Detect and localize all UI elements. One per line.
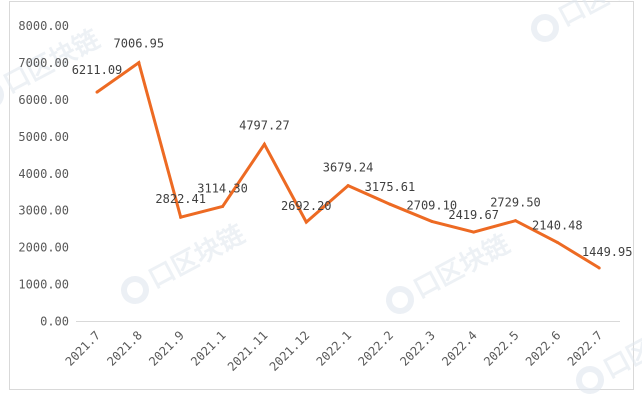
y-tick-label: 8000.00: [18, 19, 69, 33]
data-label: 1449.95: [582, 245, 633, 259]
chart-frame: [9, 1, 634, 390]
watermark-text: 口区块链: [408, 229, 514, 305]
data-label: 7006.95: [114, 37, 165, 51]
series-layer: [95, 60, 601, 270]
x-tick-label: 2022.5: [481, 328, 522, 369]
y-tick-label: 6000.00: [18, 93, 69, 107]
data-label: 2692.20: [281, 199, 332, 213]
data-point: [597, 266, 601, 270]
watermark-text: 口区块链: [553, 0, 642, 33]
y-tick-label: 7000.00: [18, 56, 69, 70]
x-tick-label: 2021.7: [63, 328, 104, 369]
data-label: 3175.61: [365, 180, 416, 194]
data-point: [262, 142, 266, 146]
x-tick-label: 2021.9: [146, 328, 187, 369]
y-tick-label: 5000.00: [18, 130, 69, 144]
data-point: [388, 202, 392, 206]
data-label: 6211.09: [72, 63, 123, 77]
watermark-text: 口区块链: [598, 309, 642, 385]
x-tick-label: 2022.7: [565, 328, 606, 369]
x-tick-label: 2021.12: [267, 328, 313, 374]
x-tick-label: 2022.6: [523, 328, 564, 369]
data-point: [514, 219, 517, 223]
y-tick-label: 2000.00: [18, 241, 69, 255]
data-label: 2729.50: [490, 196, 541, 210]
y-tick-label: 0.00: [40, 315, 69, 329]
y-tick-label: 1000.00: [18, 278, 69, 292]
data-point: [430, 219, 434, 223]
data-point: [221, 204, 225, 208]
x-tick-label: 2021.8: [104, 328, 145, 369]
watermark-logo: 口区块链: [531, 0, 642, 42]
data-label: 2419.67: [448, 208, 499, 222]
data-point: [137, 61, 141, 65]
data-point: [346, 184, 350, 188]
x-tick-label: 2022.1: [314, 328, 355, 369]
x-tick-label: 2021.11: [225, 328, 271, 374]
watermark-icon: [121, 276, 149, 304]
data-label: 3114.30: [197, 181, 248, 195]
y-tick-label: 4000.00: [18, 167, 69, 181]
data-label: 2709.10: [407, 198, 458, 212]
watermark-icon: [576, 366, 604, 394]
watermark-logo: 口区块链: [386, 229, 515, 314]
data-label: 3679.24: [323, 161, 374, 175]
watermark-logo: 口区块链: [121, 219, 250, 304]
watermark-text: 口区块链: [143, 219, 249, 295]
watermark-icon: [531, 14, 559, 42]
y-axis: 0.00 1000.00 2000.00 3000.00 4000.00 5000.00 6…: [18, 19, 69, 329]
data-label: 4797.27: [239, 118, 290, 132]
data-point: [179, 215, 183, 219]
data-label: 2822.41: [155, 192, 206, 206]
watermark-icon: [386, 286, 414, 314]
data-point: [95, 90, 99, 94]
data-point: [472, 230, 476, 234]
x-tick-label: 2022.2: [356, 328, 397, 369]
data-point: [555, 240, 559, 244]
y-tick-label: 3000.00: [18, 204, 69, 218]
data-label: 2140.48: [532, 218, 583, 232]
data-point: [304, 220, 308, 224]
x-tick-label: 2022.3: [397, 328, 438, 369]
x-tick-label: 2022.4: [439, 328, 480, 369]
x-tick-label: 2021.1: [188, 328, 229, 369]
